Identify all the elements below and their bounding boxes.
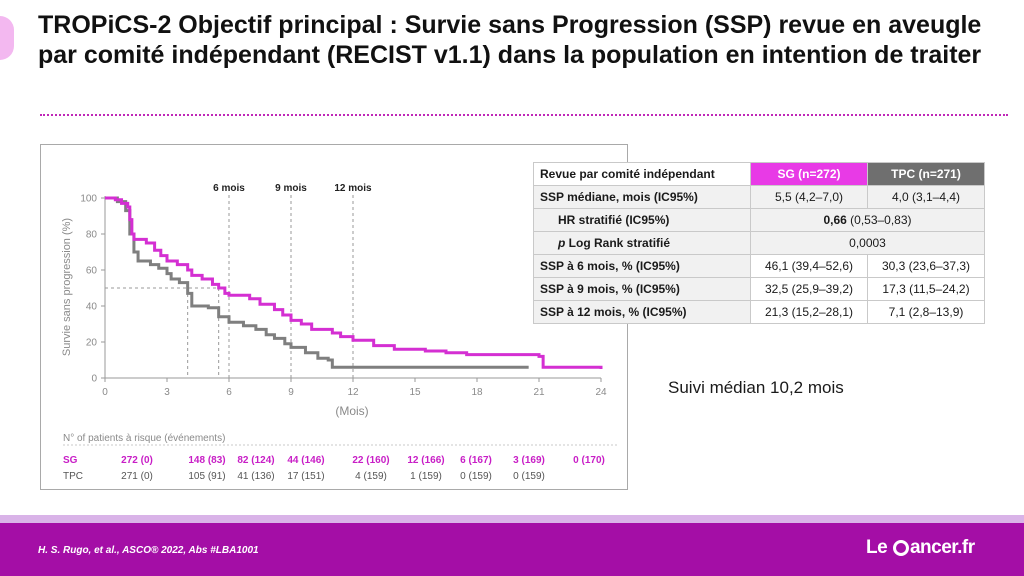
y-tick-label: 100: [80, 194, 97, 205]
hr-value: 0,66 (0,53–0,83): [750, 208, 985, 232]
footer-bar: H. S. Rugo, et al., ASCO® 2022, Abs #LBA…: [0, 515, 1024, 576]
table-header-label: Revue par comité indépendant: [533, 162, 751, 186]
slide-title: TROPiCS-2 Objectif principal : Survie sa…: [38, 11, 982, 69]
x-tick-label: 21: [533, 387, 545, 398]
x-tick-label: 0: [102, 387, 108, 398]
table-row: SSP à 9 mois, % (IC95%) 32,5 (25,9–39,2)…: [533, 277, 985, 301]
risk-value: 271 (0): [121, 471, 153, 482]
m9-label: SSP à 9 mois, % (IC95%): [533, 277, 751, 301]
risk-value: 12 (166): [407, 455, 444, 466]
y-tick-label: 60: [86, 266, 98, 277]
logo-text-left: Le: [866, 537, 892, 558]
table-row: p Log Rank stratifié 0,0003: [533, 231, 985, 255]
results-table: Revue par comité indépendant SG (n=272) …: [533, 162, 985, 324]
x-tick-label: 9: [288, 387, 294, 398]
title-divider: [40, 114, 1008, 116]
risk-value: 0 (159): [513, 471, 545, 482]
risk-value: 44 (146): [287, 455, 324, 466]
timepoint-label: 12 mois: [334, 183, 372, 194]
x-tick-label: 12: [347, 387, 359, 398]
risk-value: 148 (83): [188, 455, 225, 466]
table-row: HR stratifié (IC95%) 0,66 (0,53–0,83): [533, 208, 985, 232]
logo-text-right: ancer.fr: [909, 537, 975, 558]
risk-value: 105 (91): [188, 471, 225, 482]
logrank-p: p: [558, 236, 566, 250]
m12-label: SSP à 12 mois, % (IC95%): [533, 300, 751, 324]
risk-value: 272 (0): [121, 455, 153, 466]
corner-accent-tab: [0, 16, 14, 60]
risk-value: 0 (170): [573, 455, 605, 466]
m6-label: SSP à 6 mois, % (IC95%): [533, 254, 751, 278]
m6-tpc: 30,3 (23,6–37,3): [867, 254, 985, 278]
x-tick-label: 18: [471, 387, 483, 398]
hr-value-main: 0,66: [823, 213, 847, 227]
m12-tpc: 7,1 (2,8–13,9): [867, 300, 985, 324]
m9-sg: 32,5 (25,9–39,2): [750, 277, 868, 301]
km-chart-panel: 6 mois 9 mois 12 mois 0 3 6 9 12 15 18 21 24 0 20 40…: [40, 144, 628, 490]
y-tick-labels: 0 20 40 60 80 100: [80, 194, 105, 385]
brand-logo: Le ancer.fr: [866, 537, 975, 559]
x-axis-label: (Mois): [335, 404, 368, 418]
timepoint-label: 9 mois: [275, 183, 307, 194]
risk-value: 41 (136): [237, 471, 274, 482]
risk-value: 22 (160): [352, 455, 389, 466]
median-sg: 5,5 (4,2–7,0): [750, 185, 868, 209]
y-axis-label: Survie sans progression (%): [61, 218, 73, 356]
m12-sg: 21,3 (15,2–28,1): [750, 300, 868, 324]
table-row: SSP médiane, mois (IC95%) 5,5 (4,2–7,0) …: [533, 185, 985, 209]
risk-rows: SG 272 (0) 148 (83) 82 (124) 44 (146) 22 (160…: [63, 455, 605, 482]
table-header-sg: SG (n=272): [750, 162, 868, 186]
median-label: SSP médiane, mois (IC95%): [533, 185, 751, 209]
logrank-text: Log Rank stratifié: [565, 236, 671, 250]
y-tick-label: 40: [86, 302, 98, 313]
risk-row-label: TPC: [63, 471, 83, 482]
risk-value: 1 (159): [410, 471, 442, 482]
table-row: SSP à 12 mois, % (IC95%) 21,3 (15,2–28,1…: [533, 300, 985, 324]
y-tick-label: 80: [86, 230, 98, 241]
x-tick-label: 15: [409, 387, 421, 398]
x-tick-label: 24: [595, 387, 607, 398]
logo-c-ring-icon: [892, 540, 909, 556]
x-tick-label: 6: [226, 387, 232, 398]
table-row: SSP à 6 mois, % (IC95%) 46,1 (39,4–52,6)…: [533, 254, 985, 278]
hr-value-ci: (0,53–0,83): [846, 213, 912, 227]
series-lines: [105, 196, 603, 369]
median-guides: [105, 287, 220, 378]
y-tick-label: 20: [86, 338, 98, 349]
risk-row-label: SG: [63, 455, 78, 466]
series-line-sg: [105, 196, 603, 369]
timepoint-label: 6 mois: [213, 183, 245, 194]
m6-sg: 46,1 (39,4–52,6): [750, 254, 868, 278]
citation: H. S. Rugo, et al., ASCO® 2022, Abs #LBA…: [38, 545, 259, 556]
x-tick-labels: 0 3 6 9 12 15 18 21 24: [102, 378, 607, 398]
series-line-tpc: [105, 196, 529, 369]
table-header-row: Revue par comité indépendant SG (n=272) …: [533, 162, 985, 186]
median-followup-text: Suivi médian 10,2 mois: [668, 378, 844, 397]
risk-value: 82 (124): [237, 455, 274, 466]
footer-top-band: [0, 515, 1024, 523]
x-tick-label: 3: [164, 387, 170, 398]
risk-value: 17 (151): [287, 471, 324, 482]
table-header-tpc: TPC (n=271): [867, 162, 985, 186]
hr-label: HR stratifié (IC95%): [533, 208, 751, 232]
km-chart: 6 mois 9 mois 12 mois 0 3 6 9 12 15 18 21 24 0 20 40…: [61, 183, 617, 482]
logrank-label: p Log Rank stratifié: [533, 231, 751, 255]
y-tick-label: 0: [91, 374, 97, 385]
logrank-value: 0,0003: [750, 231, 985, 255]
risk-table-header: N° of patients à risque (événements): [63, 433, 225, 444]
risk-value: 6 (167): [460, 455, 492, 466]
risk-value: 3 (169): [513, 455, 545, 466]
median-tpc: 4,0 (3,1–4,4): [867, 185, 985, 209]
risk-value: 0 (159): [460, 471, 492, 482]
risk-value: 4 (159): [355, 471, 387, 482]
m9-tpc: 17,3 (11,5–24,2): [867, 277, 985, 301]
